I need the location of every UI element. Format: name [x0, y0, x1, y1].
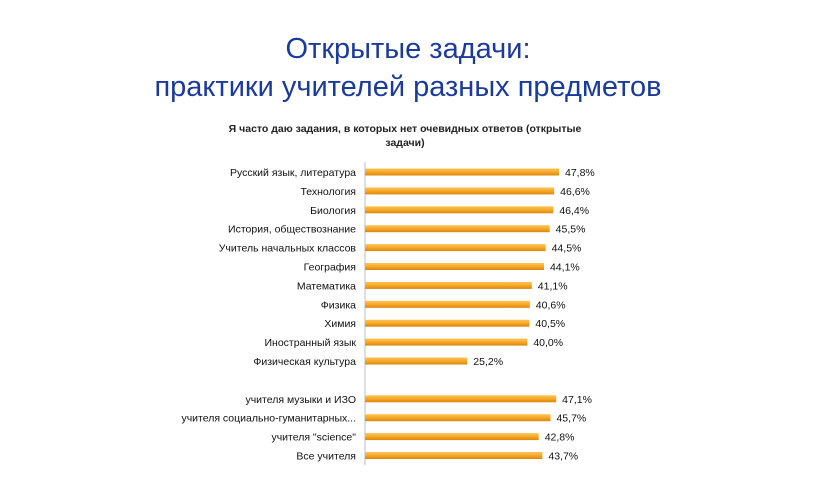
category-label: Технология [300, 186, 356, 198]
category-label: Иностранный язык [265, 337, 357, 349]
value-label: 25,2% [473, 356, 503, 368]
category-label: Биология [310, 205, 356, 217]
value-label: 47,1% [562, 394, 592, 406]
category-label: История, обществознание [228, 224, 356, 236]
bar [365, 281, 532, 289]
bar [365, 206, 554, 214]
value-label: 46,4% [559, 205, 589, 217]
value-label: 42,8% [545, 432, 575, 444]
category-label: учителя социально-гуманитарных... [181, 413, 356, 425]
bar [365, 452, 543, 459]
value-label: 40,0% [533, 337, 563, 349]
bar [365, 263, 544, 270]
value-label: 43,7% [548, 451, 578, 463]
slide-title: Открытые задачи: практики учителей разны… [0, 30, 816, 106]
value-label: 44,5% [552, 243, 582, 255]
category-label: География [304, 262, 356, 274]
value-label: 40,5% [535, 318, 565, 330]
bar [365, 414, 551, 422]
chart-title: Я часто даю задания, в которых нет очеви… [228, 123, 582, 149]
value-label: 44,1% [550, 262, 580, 274]
category-label: Математика [297, 280, 356, 292]
bar [365, 319, 530, 327]
bar [365, 168, 559, 176]
slide-title-line-2: практики учителей разных предметов [154, 71, 662, 103]
category-label: Учитель начальных классов [219, 243, 357, 255]
bar [365, 225, 550, 233]
category-label: учителя "science" [271, 432, 356, 444]
value-label: 45,7% [556, 413, 586, 425]
category-label: Русский язык, литература [230, 167, 356, 179]
value-label: 40,6% [536, 299, 566, 311]
category-label: Физическая культура [253, 356, 356, 368]
category-label: Все учителя [296, 451, 356, 463]
bar [365, 338, 528, 346]
category-label: Химия [324, 318, 356, 330]
bar [365, 433, 539, 441]
category-label: Физика [321, 299, 356, 311]
bar [365, 395, 557, 403]
bar [365, 300, 530, 308]
value-label: 45,5% [556, 224, 586, 236]
value-label: 46,6% [560, 186, 590, 198]
bar [365, 244, 546, 252]
bar [365, 357, 468, 365]
slide-title-line-1: Открытые задачи: [285, 33, 531, 65]
value-label: 41,1% [538, 280, 568, 292]
value-label: 47,8% [565, 167, 595, 179]
category-label: учителя музыки и ИЗО [245, 394, 356, 406]
bar [365, 187, 555, 195]
